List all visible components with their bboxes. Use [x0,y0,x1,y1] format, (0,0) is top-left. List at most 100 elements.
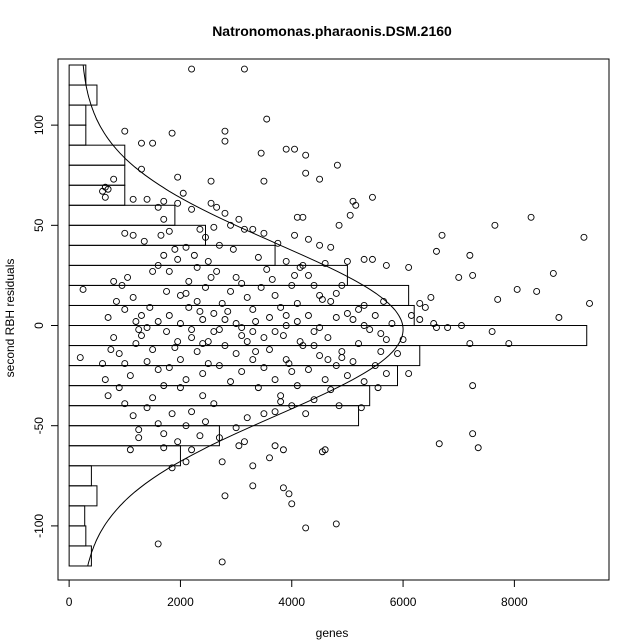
data-point [174,438,182,446]
data-point [132,318,140,325]
data-point [433,247,440,255]
data-point [277,304,285,311]
data-point [327,243,335,251]
data-point [104,392,112,400]
data-point [210,310,218,317]
data-point [99,360,106,368]
data-point [243,414,251,422]
data-point [293,300,301,307]
data-point [215,434,223,442]
data-point [346,211,354,219]
data-point [291,231,298,239]
data-point [349,316,357,323]
data-point [229,245,237,253]
data-point [112,298,120,305]
data-point [257,283,265,291]
data-point [149,139,157,147]
data-point [305,271,312,279]
data-point [458,322,465,329]
data-point [121,229,129,237]
data-point [366,326,374,333]
data-point [199,340,207,347]
data-point [469,382,477,390]
data-point [143,358,151,366]
data-point [271,328,279,335]
data-point [586,300,593,307]
data-point [299,261,307,269]
data-point [249,225,257,233]
data-point [243,338,251,345]
data-point [227,287,234,295]
data-point [310,328,318,335]
x-tick-label: 0 [66,595,73,609]
data-point [243,294,251,301]
data-point [505,340,513,347]
data-point [221,137,229,145]
data-point [115,384,123,392]
data-point [149,394,157,402]
density-curve-group [82,64,404,567]
data-point [488,328,496,335]
data-point [138,165,145,173]
data-point [138,312,145,319]
data-point [227,221,234,229]
data-point [135,326,143,333]
data-point [491,221,499,229]
data-point [371,312,379,319]
data-point [168,464,176,472]
data-point [474,444,482,452]
y-tick-label: 100 [32,115,46,135]
data-point [221,342,229,349]
data-point [121,400,129,408]
data-point [196,308,204,315]
data-point [210,223,218,231]
data-point [405,370,413,378]
data-point [210,400,218,408]
data-point [160,215,168,223]
data-point [121,360,129,368]
data-point [252,348,260,356]
data-point [580,233,588,241]
data-point [257,149,265,157]
data-point [143,324,151,331]
data-point [302,524,310,532]
data-point [324,356,332,364]
data-point [179,189,187,197]
data-point [143,404,151,412]
data-point [160,444,168,452]
data-point [533,287,541,295]
data-point [332,362,340,370]
data-point [291,145,298,153]
data-point [266,454,273,462]
data-point [310,281,318,289]
data-point [196,225,204,233]
data-point [282,312,290,319]
data-point [121,306,129,313]
data-point [332,520,340,528]
data-point [435,440,443,448]
data-point [288,500,296,508]
data-point [138,139,145,147]
data-point [338,281,346,289]
data-point [149,267,157,275]
data-point [332,314,340,321]
data-point [160,430,168,438]
data-point [279,446,287,454]
data-point [224,308,232,315]
data-point [126,446,134,454]
data-point [277,398,285,406]
data-point [154,203,162,211]
x-tick-label: 4000 [278,595,305,609]
data-point [199,370,207,378]
data-point [271,442,279,450]
data-point [107,346,115,354]
data-point [163,328,170,335]
data-point [110,175,118,183]
data-point [176,356,184,364]
data-point [232,273,240,281]
data-point [305,366,312,374]
data-point [238,279,246,287]
data-point [405,263,413,271]
data-point [352,201,360,209]
data-point [263,265,271,273]
